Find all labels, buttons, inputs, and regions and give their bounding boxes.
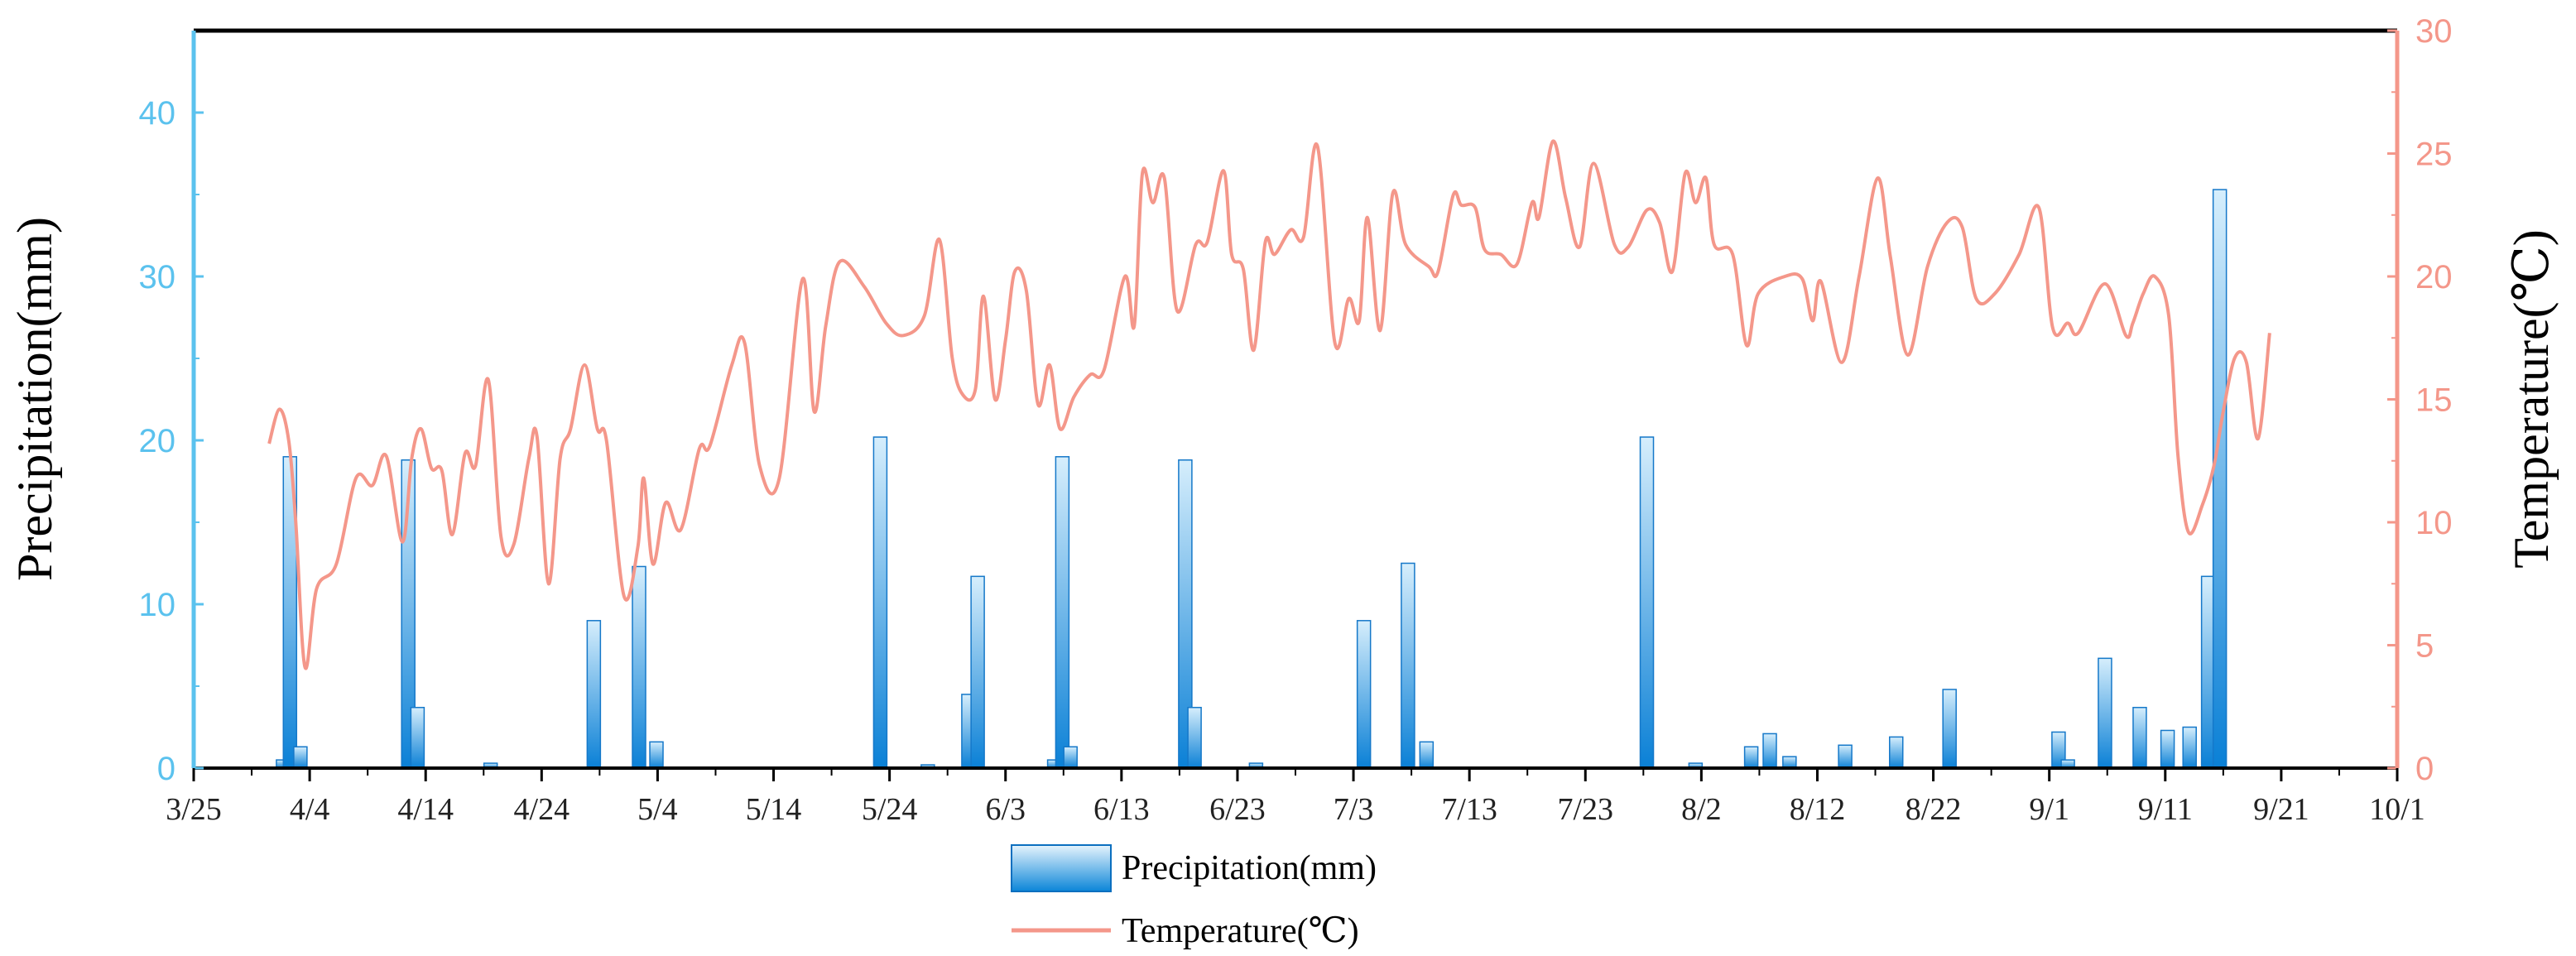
right-tick-label-30: 30: [2415, 13, 2453, 50]
precipitation-bar: [1356, 620, 1372, 769]
right-tick-label-25: 25: [2415, 137, 2453, 173]
x-tick-label-9/11: 9/11: [2138, 792, 2193, 827]
right-axis-title: Temperature(℃): [2504, 229, 2559, 568]
precipitation-bar: [2212, 189, 2228, 769]
left-tick-label-0: 0: [157, 751, 175, 787]
x-tick-label-7/23: 7/23: [1557, 792, 1613, 827]
precipitation-bar: [632, 565, 646, 769]
x-axis-ticks: 3/25 4/4 4/14 4/24 5/4 5/14 5/24 6/3 6/13 6/23 7/3…: [166, 768, 2425, 827]
x-tick-label-5/24: 5/24: [862, 792, 918, 827]
x-tick-label-5/4: 5/4: [637, 792, 678, 827]
precipitation-bar: [586, 620, 602, 769]
temperature-line-layer: [267, 139, 2271, 670]
x-tick-label-8/2: 8/2: [1681, 792, 1722, 827]
x-tick-label-5/14: 5/14: [746, 792, 802, 827]
legend: Precipitation(mm) Temperature(℃): [1011, 844, 1377, 950]
temperature-line: [267, 139, 2271, 670]
x-tick-label-6/23: 6/23: [1209, 792, 1266, 827]
precipitation-bar: [1762, 733, 1777, 769]
precipitation-bar: [1942, 689, 1957, 769]
left-tick-label-20: 20: [139, 423, 176, 459]
left-tick-label-10: 10: [139, 587, 176, 623]
right-tick-label-15: 15: [2415, 382, 2453, 419]
x-tick-label-6/3: 6/3: [985, 792, 1026, 827]
right-tick-label-0: 0: [2415, 751, 2434, 787]
precipitation-bar: [410, 706, 425, 769]
precipitation-bar: [1743, 746, 1759, 769]
x-tick-label-10/1: 10/1: [2369, 792, 2425, 827]
precipitation-bar: [1063, 746, 1078, 769]
precipitation-bar: [2182, 726, 2197, 769]
precipitation-bar: [293, 746, 308, 769]
x-tick-label-9/21: 9/21: [2253, 792, 2309, 827]
x-tick-label-4/14: 4/14: [397, 792, 454, 827]
right-tick-label-20: 20: [2415, 259, 2453, 295]
precipitation-bar: [1888, 736, 1904, 769]
precipitation-bar: [1838, 744, 1853, 769]
precipitation-bar: [2160, 729, 2175, 769]
precipitation-bar: [1419, 741, 1435, 769]
left-tick-label-40: 40: [139, 95, 176, 132]
precipitation-bar: [1782, 756, 1797, 769]
precipitation-bar: [1187, 706, 1202, 769]
x-tick-label-3/25: 3/25: [166, 792, 222, 827]
precipitation-bar: [872, 436, 888, 769]
legend-temperature-label: Temperature(℃): [1122, 912, 1359, 950]
x-tick-label-7/3: 7/3: [1334, 792, 1374, 827]
precipitation-bar: [1401, 562, 1415, 769]
legend-precipitation-label: Precipitation(mm): [1122, 849, 1377, 887]
right-tick-label-10: 10: [2415, 505, 2453, 541]
x-tick-label-9/1: 9/1: [2029, 792, 2069, 827]
precipitation-bar: [970, 575, 985, 769]
left-tick-label-30: 30: [139, 259, 176, 295]
x-tick-label-7/13: 7/13: [1441, 792, 1497, 827]
right-tick-label-5: 5: [2415, 628, 2434, 665]
x-tick-label-6/13: 6/13: [1093, 792, 1150, 827]
x-tick-label-8/12: 8/12: [1790, 792, 1846, 827]
x-tick-label-4/4: 4/4: [290, 792, 330, 827]
right-axis-ticks: 0 5 10 15 20 25 30: [2387, 13, 2453, 787]
x-tick-label-4/24: 4/24: [514, 792, 570, 827]
precipitation-bar: [649, 741, 664, 769]
precipitation-bar: [1055, 456, 1070, 769]
precipitation-bar: [2132, 706, 2147, 769]
precipitation-bar: [2098, 657, 2112, 769]
left-axis-title: Precipitation(mm): [7, 217, 62, 581]
left-axis-ticks: 0 10 20 30 40: [139, 95, 204, 787]
x-tick-label-8/22: 8/22: [1906, 792, 1962, 827]
precipitation-bar: [1639, 436, 1655, 769]
legend-precipitation-swatch: [1011, 844, 1112, 892]
